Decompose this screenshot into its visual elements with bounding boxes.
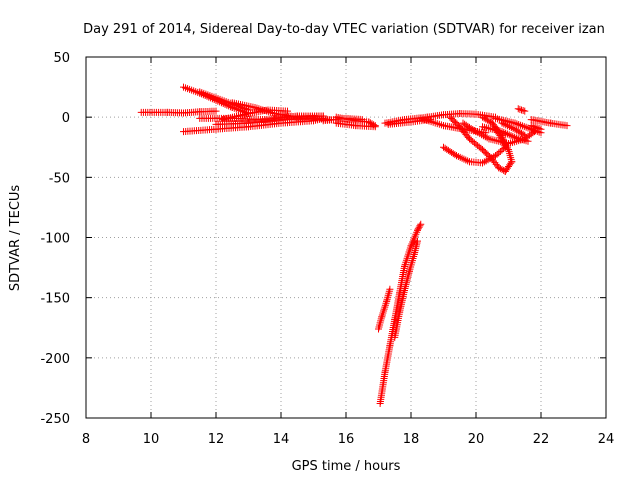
data-segment	[527, 116, 571, 130]
data-point	[519, 130, 527, 138]
data-point	[509, 132, 517, 140]
data-point	[414, 226, 421, 234]
data-point	[284, 107, 291, 115]
y-tick-label: -100	[40, 232, 70, 247]
data-segment	[137, 107, 220, 117]
x-tick-label: 10	[143, 432, 160, 447]
y-tick-label: -200	[40, 352, 70, 367]
data-point	[514, 105, 522, 113]
data-point	[516, 105, 524, 113]
data-segment	[514, 105, 529, 115]
data-point	[414, 225, 422, 233]
data-point	[502, 129, 510, 137]
x-tick-label: 24	[598, 432, 615, 447]
data-point	[414, 237, 421, 245]
data-segment	[332, 119, 379, 131]
y-tick-label: -50	[49, 171, 70, 186]
data-point	[480, 114, 488, 122]
data-point	[500, 145, 508, 153]
chart-title: Day 291 of 2014, Sidereal Day-to-day VTE…	[83, 22, 605, 37]
data-point	[386, 285, 394, 293]
y-tick-label: -150	[40, 292, 70, 307]
data-segment	[527, 122, 545, 133]
data-segment	[375, 285, 394, 333]
x-tick-label: 14	[273, 432, 290, 447]
x-tick-labels: 8 10 12 14 16 18 20 22 24	[82, 432, 614, 447]
data-point	[371, 123, 379, 131]
data-point	[495, 164, 503, 172]
data-point	[417, 220, 425, 228]
data-segment	[498, 119, 529, 139]
y-axis-label: SDTVAR / TECUs	[8, 185, 23, 292]
x-tick-label: 20	[468, 432, 485, 447]
data-point	[511, 133, 519, 141]
y-tick-label: -250	[40, 412, 70, 427]
data-point	[498, 128, 506, 136]
data-point	[479, 113, 486, 121]
data-point	[496, 165, 504, 173]
x-axis-label: GPS time / hours	[292, 459, 401, 474]
data-segment	[440, 113, 509, 167]
y-tick-labels: 50 0 -50 -100 -150 -200 -250	[40, 51, 70, 427]
data-point	[521, 131, 529, 139]
data-points	[137, 83, 571, 408]
axis-ticks	[85, 56, 607, 419]
data-point	[415, 223, 423, 231]
data-point	[505, 131, 513, 139]
data-point	[507, 132, 515, 140]
data-segment	[196, 88, 252, 114]
data-point	[518, 106, 525, 114]
data-point	[537, 125, 545, 133]
data-segment	[228, 99, 327, 121]
data-point	[416, 222, 424, 230]
x-tick-label: 18	[403, 432, 420, 447]
data-segment	[391, 237, 421, 341]
data-point	[503, 130, 511, 138]
y-tick-label: 0	[62, 111, 70, 126]
data-point	[521, 107, 529, 115]
x-tick-label: 22	[533, 432, 550, 447]
data-segment	[479, 123, 532, 145]
data-segment	[376, 220, 425, 408]
data-point	[212, 107, 220, 115]
data-point	[512, 134, 520, 142]
data-point	[524, 137, 532, 145]
data-point	[500, 128, 508, 136]
y-tick-label: 50	[53, 51, 70, 66]
x-tick-label: 12	[208, 432, 225, 447]
data-point	[519, 107, 527, 115]
data-point	[366, 119, 374, 127]
x-tick-label: 8	[82, 432, 90, 447]
x-tick-label: 16	[338, 432, 355, 447]
data-point	[563, 122, 571, 130]
data-point	[464, 133, 472, 141]
